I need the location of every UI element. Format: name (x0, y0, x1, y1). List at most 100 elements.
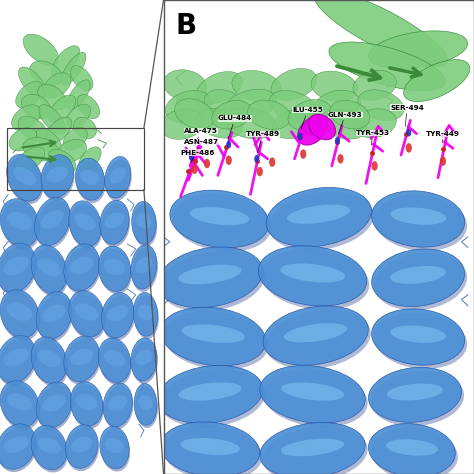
Text: TYR-489: TYR-489 (246, 131, 280, 153)
Ellipse shape (133, 292, 158, 336)
Text: ALA-475: ALA-475 (184, 128, 218, 146)
Ellipse shape (37, 258, 61, 276)
Ellipse shape (160, 251, 265, 311)
Ellipse shape (105, 438, 124, 453)
Text: GLU-484: GLU-484 (218, 116, 252, 139)
Ellipse shape (51, 46, 80, 78)
Circle shape (440, 156, 446, 166)
Ellipse shape (161, 109, 204, 139)
Ellipse shape (266, 187, 371, 247)
Ellipse shape (71, 66, 93, 91)
Ellipse shape (36, 200, 71, 248)
Ellipse shape (65, 246, 100, 294)
Circle shape (300, 149, 306, 159)
Ellipse shape (71, 437, 92, 453)
Ellipse shape (70, 257, 93, 274)
Ellipse shape (281, 438, 344, 456)
Ellipse shape (105, 156, 131, 198)
Ellipse shape (23, 137, 59, 161)
Ellipse shape (73, 117, 96, 139)
Ellipse shape (263, 369, 368, 427)
Ellipse shape (9, 128, 36, 151)
Ellipse shape (76, 161, 106, 203)
Ellipse shape (100, 201, 129, 244)
Ellipse shape (104, 259, 125, 275)
Ellipse shape (182, 324, 245, 343)
Ellipse shape (67, 80, 90, 110)
Ellipse shape (131, 245, 157, 289)
Ellipse shape (66, 104, 91, 128)
Ellipse shape (178, 264, 241, 284)
Ellipse shape (131, 338, 157, 381)
Text: TYR-449: TYR-449 (426, 131, 460, 143)
Ellipse shape (14, 147, 45, 173)
Ellipse shape (265, 310, 371, 369)
Ellipse shape (41, 155, 73, 198)
Ellipse shape (42, 394, 65, 411)
Ellipse shape (138, 395, 153, 410)
Ellipse shape (21, 94, 51, 119)
Ellipse shape (46, 117, 72, 144)
Ellipse shape (135, 386, 158, 428)
Ellipse shape (79, 147, 101, 171)
Ellipse shape (372, 249, 465, 307)
Text: ILU-455: ILU-455 (292, 107, 323, 129)
Text: GLN-493: GLN-493 (328, 112, 363, 134)
Ellipse shape (281, 383, 344, 401)
Ellipse shape (70, 348, 93, 365)
Ellipse shape (404, 60, 470, 101)
Ellipse shape (157, 247, 263, 308)
Circle shape (335, 137, 340, 145)
Ellipse shape (31, 245, 67, 293)
Ellipse shape (0, 338, 37, 386)
Ellipse shape (61, 52, 86, 85)
Ellipse shape (13, 167, 36, 185)
Ellipse shape (1, 383, 40, 430)
Ellipse shape (42, 157, 74, 201)
Ellipse shape (105, 212, 124, 228)
Ellipse shape (63, 128, 87, 150)
Ellipse shape (387, 383, 443, 401)
Ellipse shape (212, 100, 252, 129)
Ellipse shape (48, 95, 76, 123)
Ellipse shape (134, 383, 157, 425)
Ellipse shape (39, 105, 66, 134)
Ellipse shape (11, 105, 41, 130)
Circle shape (191, 164, 198, 174)
Circle shape (372, 161, 378, 171)
Circle shape (337, 154, 344, 164)
Circle shape (226, 155, 232, 165)
Ellipse shape (103, 383, 132, 427)
Ellipse shape (32, 428, 68, 473)
Ellipse shape (134, 295, 159, 339)
Ellipse shape (260, 365, 365, 423)
Ellipse shape (196, 109, 243, 138)
Ellipse shape (65, 339, 100, 384)
Circle shape (254, 155, 259, 163)
Ellipse shape (368, 424, 456, 474)
Ellipse shape (36, 292, 72, 339)
Ellipse shape (100, 426, 129, 469)
Circle shape (257, 167, 263, 176)
Ellipse shape (232, 71, 282, 102)
Ellipse shape (269, 91, 319, 123)
Ellipse shape (190, 207, 249, 225)
Ellipse shape (170, 190, 269, 248)
Ellipse shape (0, 424, 36, 469)
Ellipse shape (353, 70, 396, 100)
Ellipse shape (23, 34, 59, 65)
Ellipse shape (37, 385, 73, 430)
Ellipse shape (77, 95, 100, 118)
Ellipse shape (181, 438, 240, 455)
Ellipse shape (70, 382, 103, 426)
Circle shape (189, 154, 194, 161)
Ellipse shape (74, 213, 96, 230)
Ellipse shape (4, 348, 29, 366)
Ellipse shape (98, 246, 131, 292)
Ellipse shape (65, 425, 98, 468)
Ellipse shape (75, 303, 99, 320)
Ellipse shape (390, 266, 446, 284)
Ellipse shape (7, 155, 42, 201)
Ellipse shape (1, 201, 40, 250)
Ellipse shape (260, 422, 365, 474)
